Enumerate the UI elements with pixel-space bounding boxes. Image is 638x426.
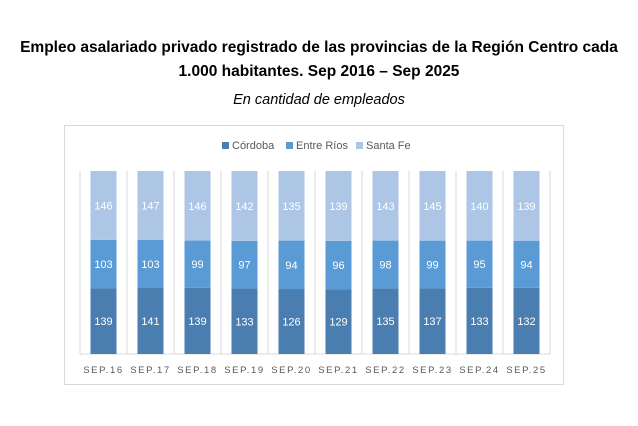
data-label: 142 (235, 201, 253, 213)
bar-segment-santa-fe (372, 171, 399, 241)
data-label: 95 (473, 259, 485, 271)
data-label: 94 (285, 260, 297, 272)
x-tick-label: SEP.19 (224, 365, 265, 376)
data-label: 98 (379, 259, 391, 271)
data-label: 99 (426, 259, 438, 271)
legend-swatch (286, 142, 293, 149)
x-tick-label: SEP.16 (83, 365, 124, 376)
chart-title-line2: 1.000 habitantes. Sep 2016 – Sep 2025 (178, 63, 460, 80)
chart-subtitle: En cantidad de empleados (233, 92, 405, 108)
x-tick-label: SEP.17 (130, 365, 171, 376)
data-label: 126 (282, 317, 300, 329)
data-label: 139 (517, 201, 535, 213)
data-label: 96 (332, 260, 344, 272)
data-label: 146 (188, 201, 206, 213)
x-tick-label: SEP.21 (318, 365, 359, 376)
bar-segment-entre-r-os (372, 240, 399, 289)
data-label: 133 (470, 316, 488, 328)
bar-segment-santa-fe (231, 171, 258, 241)
bar-segment-entre-r-os (513, 240, 540, 288)
bar-segment-santa-fe (419, 171, 446, 241)
bar-segment-c-rdoba (90, 288, 117, 354)
bar-segment-c-rdoba (466, 287, 493, 354)
chart-title-line1: Empleo asalariado privado registrado de … (20, 39, 618, 56)
legend-swatch (356, 142, 363, 149)
data-label: 145 (423, 201, 441, 213)
data-label: 99 (191, 259, 203, 271)
x-tick-label: SEP.18 (177, 365, 218, 376)
data-label: 141 (141, 316, 159, 328)
x-tick-label: SEP.22 (365, 365, 406, 376)
bar-segment-entre-r-os (231, 240, 258, 289)
legend-label: Santa Fe (366, 140, 411, 152)
bar-segment-santa-fe (513, 171, 540, 241)
x-tick-label: SEP.24 (459, 365, 500, 376)
data-label: 133 (235, 316, 253, 328)
legend-label: Entre Ríos (296, 140, 348, 152)
data-label: 129 (329, 317, 347, 329)
chart-title: Empleo asalariado privado registrado de … (0, 36, 638, 84)
data-label: 94 (520, 259, 532, 271)
bar-segment-c-rdoba (372, 288, 399, 354)
data-label: 137 (423, 316, 441, 328)
data-label: 140 (470, 201, 488, 213)
data-label: 135 (376, 316, 394, 328)
bar-segment-c-rdoba (137, 288, 164, 354)
x-tick-label: SEP.20 (271, 365, 312, 376)
data-label: 139 (94, 316, 112, 328)
bar-segment-santa-fe (325, 171, 352, 241)
bar-segment-entre-r-os (325, 240, 352, 290)
data-label: 132 (517, 316, 535, 328)
bar-segment-c-rdoba (513, 287, 540, 354)
data-label: 103 (94, 259, 112, 271)
legend-label: Córdoba (232, 140, 275, 152)
bar-segment-c-rdoba (184, 287, 211, 354)
data-label: 143 (376, 201, 394, 213)
bar-segment-santa-fe (466, 171, 493, 241)
data-label: 147 (141, 200, 159, 212)
data-label: 139 (329, 201, 347, 213)
x-tick-label: SEP.25 (506, 365, 547, 376)
bar-segment-santa-fe (184, 171, 211, 241)
bar-segment-entre-r-os (278, 240, 305, 290)
bar-segment-entre-r-os (419, 240, 446, 289)
bar-segment-c-rdoba (278, 289, 305, 354)
bar-segment-c-rdoba (325, 289, 352, 354)
data-label: 139 (188, 316, 206, 328)
bar-segment-c-rdoba (419, 288, 446, 354)
data-label: 97 (238, 260, 250, 272)
chart-frame (64, 125, 564, 385)
bar-segment-entre-r-os (90, 239, 117, 289)
bar-segment-santa-fe (278, 171, 305, 241)
legend-swatch (222, 142, 229, 149)
bar-segment-entre-r-os (466, 240, 493, 288)
bar-segment-santa-fe (90, 171, 117, 240)
data-label: 135 (282, 201, 300, 213)
x-tick-label: SEP.23 (412, 365, 453, 376)
data-label: 146 (94, 200, 112, 212)
bar-segment-c-rdoba (231, 288, 258, 354)
bar-segment-entre-r-os (137, 239, 164, 289)
bar-segment-entre-r-os (184, 240, 211, 288)
bar-segment-santa-fe (137, 171, 164, 240)
data-label: 103 (141, 259, 159, 271)
